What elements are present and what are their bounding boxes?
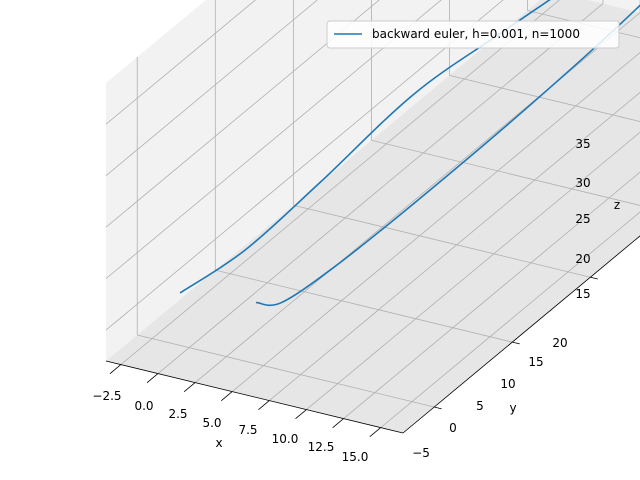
x-tick-mark: [258, 400, 270, 410]
grid-line: [105, 0, 442, 279]
x-tick-mark: [295, 409, 307, 419]
y-tick-mark: [434, 406, 442, 410]
grid-line: [449, 74, 640, 122]
grid-lines: [105, 0, 640, 428]
z-axis: 15 20 25 30 35 z: [575, 137, 620, 301]
grid-line: [380, 211, 640, 428]
x-axis-line: [105, 360, 404, 434]
x-tick-mark: [109, 364, 122, 374]
y-tick-label: 5: [476, 399, 484, 413]
legend: backward euler, h=0.001, n=1000: [326, 20, 620, 49]
x-axis: −2.5 0.0 2.5 5.0 7.5 10.0 12.5 15.0 x: [92, 389, 368, 464]
y-tick-label: 10: [500, 377, 515, 391]
grid-line: [343, 171, 640, 419]
y-tick-mark: [590, 276, 598, 280]
grid-line: [157, 3, 604, 374]
axis-edges: [105, 235, 640, 437]
z-tick-label: 15: [575, 287, 590, 301]
grid-line: [137, 334, 435, 408]
x-tick-mark: [146, 373, 159, 383]
grid-line: [120, 0, 560, 365]
x-tick-label: 0.0: [134, 399, 153, 413]
x-tick-mark: [221, 391, 233, 401]
grid-line: [306, 131, 640, 410]
z-tick-label: 35: [575, 137, 590, 151]
x-tick-mark: [369, 427, 381, 437]
x-tick-mark: [183, 382, 196, 392]
series-line-backward-euler: [179, 0, 640, 307]
grid-line: [105, 0, 256, 125]
z-tick-label: 30: [575, 176, 590, 190]
grid-line: [269, 91, 640, 401]
y-axis-label: y: [509, 401, 516, 415]
floor-pane: [106, 0, 640, 433]
y-tick-mark: [512, 341, 520, 345]
grid-line: [371, 139, 640, 206]
x-tick-label: 7.5: [238, 423, 257, 437]
y-axis: −5 0 5 10 15 20 y: [412, 336, 567, 460]
y-axis-line: [402, 235, 640, 434]
x-tick-label: 12.5: [308, 440, 335, 454]
grid-line: [293, 204, 591, 278]
z-tick-label: 25: [575, 212, 590, 226]
x-tick-mark: [332, 418, 344, 428]
y-tick-label: 20: [552, 336, 567, 350]
grid-line: [215, 269, 513, 343]
z-tick-label: 20: [575, 252, 590, 266]
legend-frame: [326, 20, 620, 49]
y-tick-label: −5: [412, 446, 430, 460]
x-tick-label: −2.5: [92, 389, 121, 403]
legend-label: backward euler, h=0.001, n=1000: [372, 27, 580, 41]
y-tick-label: 0: [449, 421, 457, 435]
z-axis-label: z: [614, 198, 620, 212]
grid-line: [231, 52, 640, 392]
grid-line: [105, 0, 318, 176]
x-tick-label: 5.0: [202, 416, 221, 430]
x-tick-label: 10.0: [272, 432, 299, 446]
x-tick-label: 2.5: [168, 407, 187, 421]
x-tick-label: 15.0: [342, 450, 369, 464]
x-axis-label: x: [215, 436, 222, 450]
y-tick-label: 15: [528, 355, 543, 369]
